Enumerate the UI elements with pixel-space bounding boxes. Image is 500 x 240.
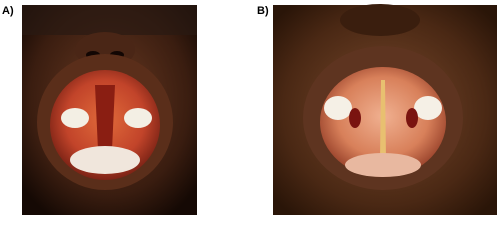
panel-label: A)	[2, 5, 14, 17]
wound	[349, 108, 361, 128]
teeth	[324, 96, 352, 120]
cleft	[95, 85, 115, 150]
figure: A) B)	[2, 4, 497, 215]
suture-line	[380, 80, 386, 160]
wound	[406, 108, 418, 128]
teeth	[414, 96, 442, 120]
tongue	[70, 146, 140, 174]
photo-top	[22, 5, 197, 35]
teeth	[124, 108, 152, 128]
photo-a	[22, 5, 197, 215]
nose	[340, 4, 420, 36]
panel-label: B)	[257, 5, 269, 17]
tongue	[345, 153, 421, 177]
teeth	[61, 108, 89, 128]
photo-b	[273, 4, 497, 215]
